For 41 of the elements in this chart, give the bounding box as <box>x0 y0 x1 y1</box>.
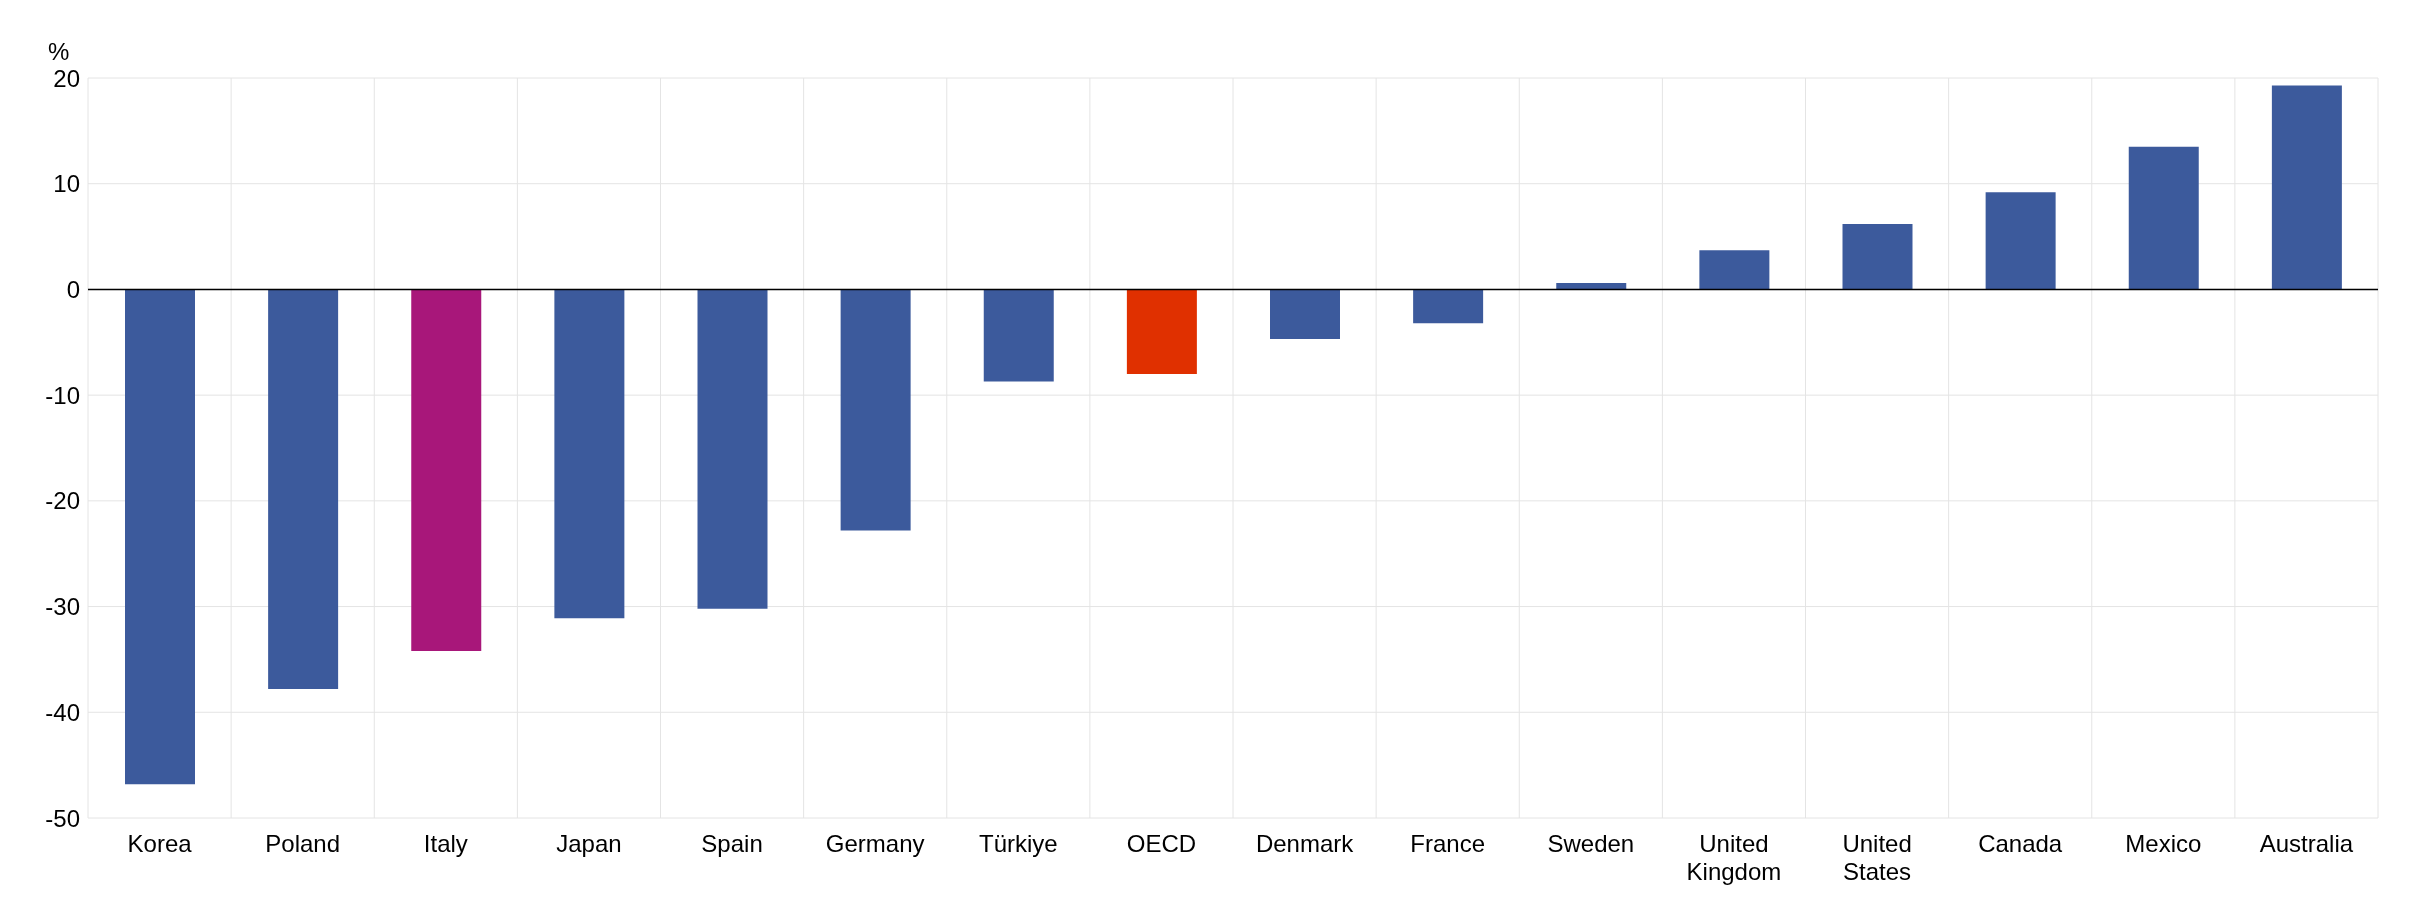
x-tick-label: Germany <box>825 830 925 857</box>
y-tick-label: 0 <box>66 275 80 303</box>
bar <box>1699 250 1770 290</box>
x-tick-label: Spain <box>701 830 763 857</box>
bar <box>1985 192 2056 290</box>
bar <box>1842 223 1913 290</box>
bar <box>2271 85 2342 290</box>
bar <box>1556 283 1627 290</box>
y-tick-label: 20 <box>53 64 80 92</box>
x-tick-label: Sweden <box>1547 830 1635 857</box>
bar <box>697 289 768 609</box>
bar <box>983 289 1054 382</box>
x-tick-label: Canada <box>1978 830 2063 857</box>
y-tick-label: -10 <box>45 381 80 409</box>
y-axis-title: % <box>48 38 70 66</box>
x-tick-label: Italy <box>423 830 468 857</box>
bar <box>554 289 625 619</box>
bar <box>2128 146 2199 290</box>
x-tick-label: Türkiye <box>978 830 1058 857</box>
x-tick-label: Poland <box>265 830 341 857</box>
x-tick-label: OECD <box>1126 830 1197 857</box>
bar <box>840 289 911 531</box>
y-tick-label: 10 <box>53 170 80 198</box>
x-tick-label: Korea <box>127 830 193 857</box>
x-tick-label: France <box>1410 830 1486 857</box>
bar <box>1126 289 1197 374</box>
x-tick-label: Denmark <box>1255 830 1355 857</box>
x-tick-label: Japan <box>556 830 622 857</box>
y-tick-label: -20 <box>45 487 80 515</box>
x-tick-label: United Kingdom <box>1686 830 1782 885</box>
bar <box>1270 289 1340 340</box>
bar <box>1413 289 1484 324</box>
y-tick-label: -40 <box>45 698 80 726</box>
x-tick-label: Australia <box>2259 830 2354 857</box>
y-tick-label: -30 <box>45 593 80 621</box>
y-tick-label: -50 <box>45 804 80 832</box>
x-tick-label: Mexico <box>2125 830 2202 857</box>
bar <box>125 289 195 785</box>
bar <box>411 289 482 651</box>
x-tick-label: United States <box>1842 830 1912 885</box>
bar <box>268 289 339 690</box>
